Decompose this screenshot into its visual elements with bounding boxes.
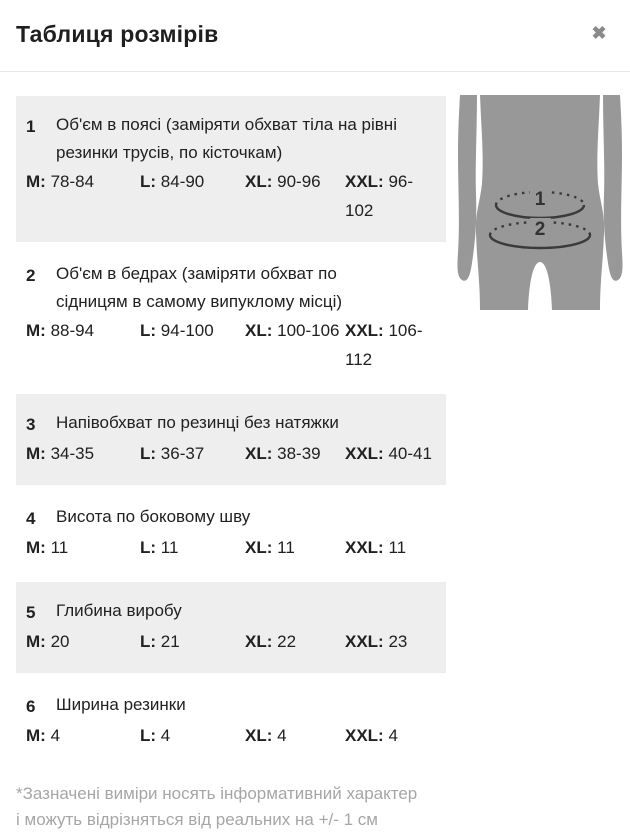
row-description: Напівобхват по резинці без натяжки <box>56 413 339 432</box>
row-number: 2 <box>26 266 36 285</box>
row-number: 6 <box>26 697 36 716</box>
waist-measure-label: 1 <box>535 189 546 210</box>
modal-content: 1 Об'єм в поясі (заміряти обхват тіла на… <box>0 72 630 833</box>
size-value-m: M: 20 <box>26 632 70 651</box>
footnote: *Зазначені виміри носять інформативний х… <box>16 781 614 833</box>
size-value-xxl: XXL: 11 <box>345 538 407 557</box>
footnote-line-2: і можуть відрізняться від реальних на +/… <box>16 810 378 829</box>
row-values: M: 78-84 L: 84-90 XL: 90-96 XXL: 96-102 <box>26 167 436 225</box>
size-value-l: L: 11 <box>140 538 179 557</box>
right-arm-silhouette <box>603 95 623 281</box>
row-description: Глибина виробу <box>56 601 182 620</box>
size-value-l: L: 36-37 <box>140 444 205 463</box>
size-value-xxl: XXL: 40-41 <box>345 444 432 463</box>
row-values: M: 11 L: 11 XL: 11 XXL: 11 <box>26 533 436 562</box>
hip-measure-line-solid <box>488 234 592 250</box>
size-value-xxl: XXL: 23 <box>345 632 408 651</box>
size-row-5: 5 Глибина виробу M: 20 L: 21 XL: 22 XXL:… <box>16 582 446 673</box>
size-value-xxl: XXL: 4 <box>345 726 398 745</box>
waist-label-backing <box>530 188 551 206</box>
size-row-1: 1 Об'єм в поясі (заміряти обхват тіла на… <box>16 96 446 242</box>
row-description: Висота по боковому шву <box>56 507 251 526</box>
left-arm-silhouette <box>457 95 477 281</box>
size-value-l: L: 21 <box>140 632 180 651</box>
size-value-m: M: 34-35 <box>26 444 95 463</box>
row-description: Об'єм в бедрах (заміряти обхват по сідни… <box>56 264 343 311</box>
size-value-xl: XL: 38-39 <box>245 444 321 463</box>
size-row-4: 4 Висота по боковому шву M: 11 L: 11 XL:… <box>16 488 446 579</box>
row-values: M: 4 L: 4 XL: 4 XXL: 4 <box>26 721 436 750</box>
row-number: 4 <box>26 509 36 528</box>
size-value-xl: XL: 4 <box>245 726 287 745</box>
size-value-xl: XL: 22 <box>245 632 297 651</box>
size-value-xl: XL: 11 <box>245 538 295 557</box>
row-number: 1 <box>26 117 36 136</box>
size-value-xl: XL: 90-96 <box>245 172 321 191</box>
size-value-l: L: 4 <box>140 726 171 745</box>
row-values: M: 20 L: 21 XL: 22 XXL: 23 <box>26 627 436 656</box>
size-value-l: L: 84-90 <box>140 172 205 191</box>
close-icon[interactable]: ✖ <box>586 20 612 46</box>
size-row-6: 6 Ширина резинки M: 4 L: 4 XL: 4 XXL: 4 <box>16 676 446 767</box>
size-value-m: M: 11 <box>26 538 69 557</box>
row-values: M: 34-35 L: 36-37 XL: 38-39 XXL: 40-41 <box>26 439 436 468</box>
row-description: Об'єм в поясі (заміряти обхват тіла на р… <box>56 115 397 162</box>
size-value-xl: XL: 100-106 <box>245 321 340 340</box>
row-description: Ширина резинки <box>56 695 186 714</box>
measurement-figure: 1 2 <box>455 95 625 310</box>
row-number: 3 <box>26 415 36 434</box>
row-values: M: 88-94 L: 94-100 XL: 100-106 XXL: 106-… <box>26 316 436 374</box>
size-value-m: M: 78-84 <box>26 172 95 191</box>
torso-figure-image: 1 2 <box>457 95 623 310</box>
size-value-xxl: XXL: 106-112 <box>345 321 423 369</box>
modal-title: Таблиця розмірів <box>16 21 219 47</box>
modal-header: Таблиця розмірів ✖ <box>0 0 630 72</box>
footnote-line-1: *Зазначені виміри носять інформативний х… <box>16 784 418 803</box>
size-value-l: L: 94-100 <box>140 321 214 340</box>
size-rows: 1 Об'єм в поясі (заміряти обхват тіла на… <box>16 96 446 767</box>
size-value-m: M: 88-94 <box>26 321 95 340</box>
size-value-xxl: XXL: 96-102 <box>345 172 414 220</box>
size-value-m: M: 4 <box>26 726 61 745</box>
row-number: 5 <box>26 603 36 622</box>
size-row-2: 2 Об'єм в бедрах (заміряти обхват по сід… <box>16 245 446 391</box>
hip-label-backing <box>530 218 551 236</box>
size-row-3: 3 Напівобхват по резинці без натяжки M: … <box>16 394 446 485</box>
hip-measure-label: 2 <box>535 219 546 240</box>
